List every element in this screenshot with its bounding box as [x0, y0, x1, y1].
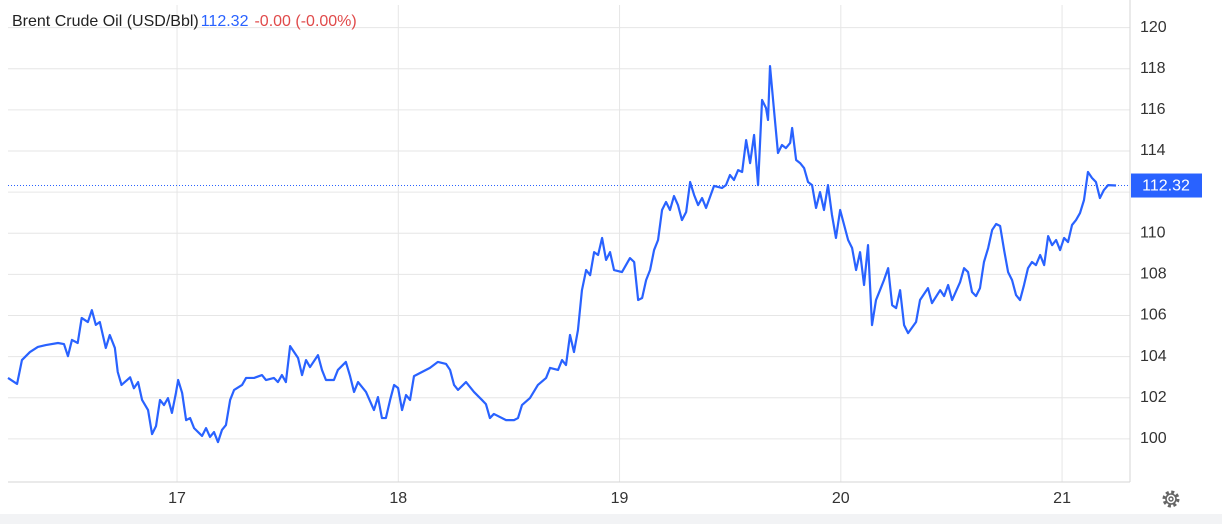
y-tick-label: 106	[1140, 307, 1167, 324]
gear-hole[interactable]	[1168, 496, 1174, 502]
x-tick-label: 21	[1053, 490, 1071, 507]
y-tick-label: 102	[1140, 389, 1167, 406]
y-tick-label: 110	[1140, 224, 1166, 241]
x-tick-label: 19	[611, 490, 629, 507]
y-tick-label: 100	[1140, 430, 1167, 447]
y-tick-label: 116	[1140, 101, 1166, 118]
y-tick-label: 108	[1140, 266, 1167, 283]
footer-strip	[0, 514, 1222, 524]
x-tick-label: 20	[832, 490, 850, 507]
y-tick-label: 120	[1140, 19, 1167, 36]
y-tick-label: 114	[1140, 142, 1166, 159]
title: Brent Crude Oil (USD/Bbl)	[12, 13, 199, 30]
x-tick-label: 18	[389, 490, 407, 507]
x-tick-label: 17	[168, 490, 186, 507]
price-line	[7, 64, 1117, 444]
gear-teeth[interactable]	[1162, 490, 1180, 508]
grid	[8, 5, 1130, 482]
last-price-box	[1131, 173, 1202, 198]
y-tick-label: 118	[1140, 60, 1166, 77]
y-tick-label: 104	[1140, 348, 1167, 365]
gear-body[interactable]	[1165, 493, 1177, 505]
settings-icon[interactable]	[1162, 490, 1180, 508]
header: Brent Crude Oil (USD/Bbl) 112.32 -0.00 (-0…	[12, 13, 357, 31]
price-change: -0.00 (-0.00%)	[254, 13, 357, 30]
last-price-label: 112.32	[1142, 178, 1190, 195]
last-price: 112.32	[200, 13, 249, 30]
